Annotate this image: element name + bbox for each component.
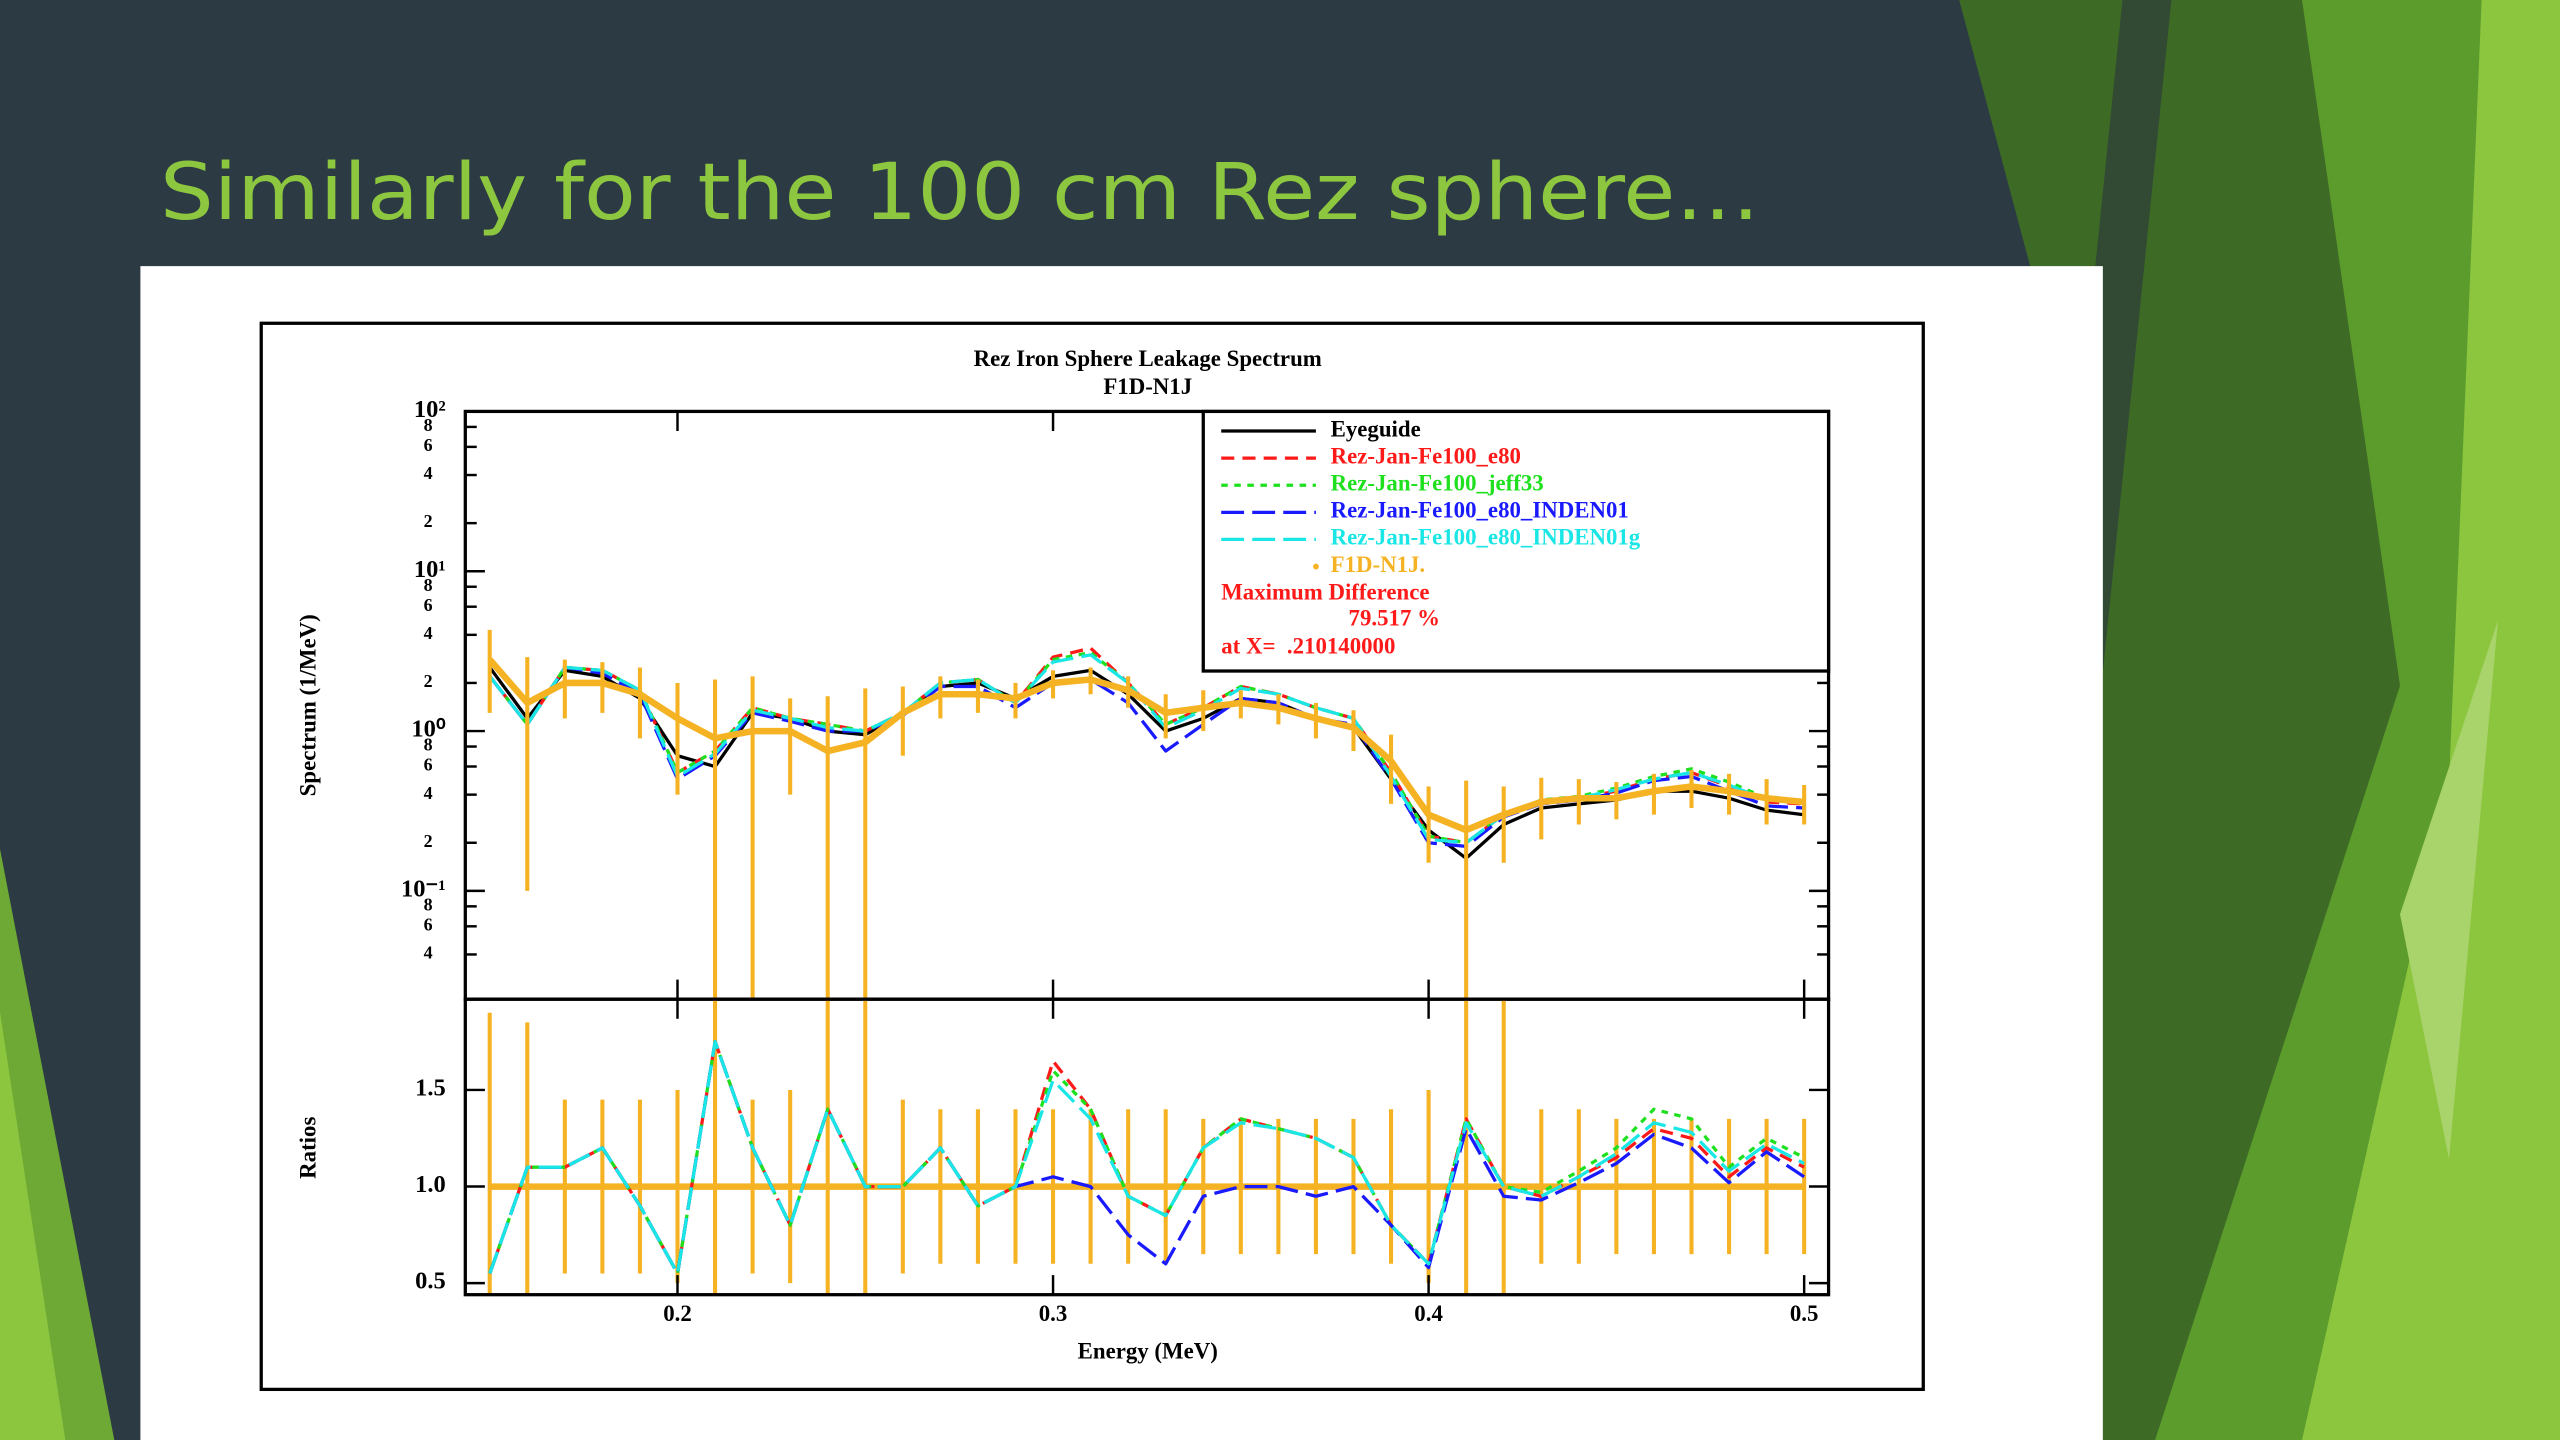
x-axis-label: Energy (MeV) <box>1078 1339 1218 1364</box>
series-line <box>488 665 1805 848</box>
annotation: at X= .210140000 <box>1221 633 1395 658</box>
series-line <box>488 1040 1805 1276</box>
y-tick-label: 8 <box>424 415 433 435</box>
y-tick-label: 10⁰ <box>411 716 445 743</box>
legend-box <box>1201 409 1831 673</box>
chart-subtitle: F1D-N1J <box>1103 374 1192 399</box>
x-tick-label: 0.4 <box>1414 1301 1443 1326</box>
legend-label: Rez-Jan-Fe100_e80 <box>1331 443 1521 468</box>
series-line <box>487 657 1805 834</box>
y-tick-label: 1.0 <box>415 1171 446 1198</box>
x-tick-label: 0.3 <box>1039 1301 1068 1326</box>
slide-title: Similarly for the 100 cm Rez sphere… <box>160 147 1760 238</box>
chart-frame <box>259 321 1925 1392</box>
legend-swatch <box>1312 563 1319 570</box>
y-tick-label: 8 <box>424 894 433 914</box>
chart-title: Rez Iron Sphere Leakage Spectrum <box>974 346 1322 371</box>
y-tick-label: 2 <box>424 831 433 851</box>
series-line <box>488 666 1805 860</box>
y-tick-label: 4 <box>424 623 433 643</box>
y-tick-label: 0.5 <box>415 1268 446 1295</box>
decoration <box>2400 620 2498 1160</box>
legend-label: Rez-Jan-Fe100_jeff33 <box>1331 470 1544 495</box>
x-tick-label: 0.5 <box>1790 1301 1819 1326</box>
decoration <box>2302 0 2560 1440</box>
y-tick-label: 6 <box>424 755 433 775</box>
y-tick-label: 4 <box>424 783 433 803</box>
y-tick-label: 2 <box>424 511 433 531</box>
y-tick-label: 6 <box>424 435 433 455</box>
plot-frame <box>463 997 1831 1297</box>
y-axis-label: Ratios <box>295 1117 320 1179</box>
y-tick-label: 2 <box>424 671 433 691</box>
plot-area <box>487 999 1807 1295</box>
legend-label: F1D-N1J. <box>1331 552 1426 577</box>
y-tick-label: 8 <box>424 575 433 595</box>
plot-area <box>487 629 1807 1000</box>
y-tick-label: 10⁻¹ <box>401 875 446 902</box>
y-tick-label: 6 <box>424 595 433 615</box>
legend-label: Rez-Jan-Fe100_e80_INDEN01g <box>1331 525 1641 550</box>
legend-label: Eyeguide <box>1331 416 1421 441</box>
y-tick-label: 4 <box>424 463 433 483</box>
y-tick-label: 4 <box>424 943 433 963</box>
legend-label: Rez-Jan-Fe100_e80_INDEN01 <box>1331 498 1629 523</box>
y-tick-label: 1.5 <box>415 1075 446 1102</box>
annotation: 79.517 % <box>1349 606 1440 631</box>
series-line <box>488 1040 1805 1276</box>
annotation: Maximum Difference <box>1221 580 1429 605</box>
y-tick-label: 6 <box>424 914 433 934</box>
y-tick-label: 8 <box>424 735 433 755</box>
y-tick-label: 10² <box>414 396 446 423</box>
y-axis-label: Spectrum (1/MeV) <box>295 614 320 796</box>
x-tick-label: 0.2 <box>663 1301 692 1326</box>
y-tick-label: 10¹ <box>414 556 446 583</box>
